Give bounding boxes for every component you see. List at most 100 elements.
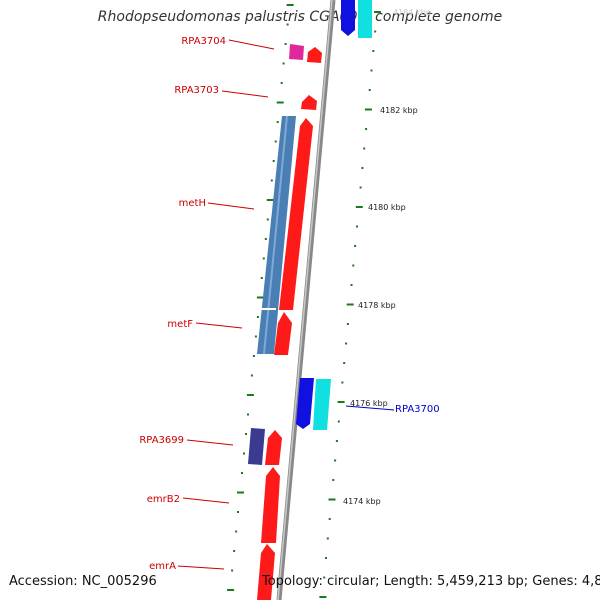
- tick-mark: [286, 23, 289, 26]
- gene-rpa3700-blue[interactable]: [296, 378, 314, 429]
- tick-mark: [328, 518, 331, 520]
- label-emrb2[interactable]: emrB2: [147, 494, 180, 505]
- tick-mark: [345, 342, 347, 345]
- leader-meth: [207, 202, 255, 210]
- outer-tick-ring: [319, 11, 381, 598]
- tick-mark: [282, 62, 285, 65]
- tick-mark: [335, 440, 338, 442]
- tick-mark: [319, 596, 327, 598]
- gene-rpa3700-cyan[interactable]: [313, 379, 331, 430]
- tick-mark: [233, 550, 236, 552]
- gene-rpa3699-purple[interactable]: [248, 428, 265, 465]
- tick-mark: [243, 452, 245, 455]
- tick-mark: [227, 589, 235, 591]
- label-meth[interactable]: metH: [179, 198, 206, 209]
- tick-mark: [284, 43, 287, 45]
- tick-mark: [246, 394, 254, 396]
- tick-mark: [350, 284, 353, 286]
- tick-mark: [325, 557, 327, 559]
- scale-label-4178: 4178 kbp: [358, 301, 396, 310]
- inner-tick-ring: [227, 4, 294, 591]
- topology-summary: Topology: circular; Length: 5,459,213 bp…: [262, 574, 600, 589]
- tick-mark: [356, 225, 358, 228]
- label-rpa3703[interactable]: RPA3703: [174, 85, 219, 96]
- leader-rpa3700: [345, 405, 395, 411]
- tick-mark: [260, 277, 263, 279]
- genome-backbone: [276, 0, 336, 600]
- tick-mark: [361, 167, 364, 169]
- gene-rpa3704-red[interactable]: [307, 47, 322, 63]
- tick-mark: [364, 108, 372, 111]
- tick-mark: [341, 381, 344, 384]
- gene-rpa3704-magenta[interactable]: [289, 44, 304, 60]
- tick-mark: [276, 101, 284, 104]
- tick-mark: [334, 459, 337, 462]
- tick-mark: [332, 479, 335, 481]
- tick-mark: [365, 128, 368, 130]
- tick-mark: [354, 245, 357, 247]
- tick-mark: [247, 413, 249, 416]
- leader-emra: [177, 565, 225, 570]
- tick-mark: [266, 199, 274, 201]
- tick-mark: [270, 179, 273, 182]
- gene-meth-red[interactable]: [279, 118, 313, 310]
- scale-label-4184: 4184 kbp: [393, 8, 431, 17]
- tick-mark: [241, 472, 243, 474]
- tick-mark: [359, 186, 362, 189]
- tick-mark: [256, 296, 264, 299]
- tick-mark: [355, 206, 363, 208]
- tick-mark: [346, 303, 354, 306]
- leader-emrb2: [182, 497, 230, 504]
- tick-mark: [272, 160, 275, 162]
- gene-rpa3699-red[interactable]: [265, 430, 282, 465]
- gene-emrb2[interactable]: [261, 467, 280, 543]
- tick-mark: [256, 316, 259, 318]
- tick-mark: [274, 140, 277, 143]
- genome-backbone-highlight: [277, 0, 333, 600]
- leader-rpa3704: [228, 39, 275, 50]
- tick-mark: [254, 335, 257, 338]
- label-metf[interactable]: metF: [167, 319, 193, 330]
- tick-mark: [245, 433, 247, 435]
- accession-text: Accession: NC_005296: [9, 574, 157, 589]
- tick-mark: [374, 30, 377, 33]
- gene-blue-top[interactable]: [341, 0, 355, 36]
- tick-mark: [323, 576, 326, 579]
- tick-mark: [250, 374, 253, 377]
- tick-mark: [237, 491, 244, 494]
- scale-label-4174: 4174 kbp: [343, 497, 381, 506]
- leader-metf: [195, 322, 243, 329]
- tick-mark: [374, 11, 381, 13]
- gene-rpa3703[interactable]: [301, 95, 317, 110]
- tick-mark: [264, 238, 267, 240]
- label-rpa3699[interactable]: RPA3699: [139, 435, 184, 446]
- tick-mark: [237, 511, 239, 513]
- label-rpa3704[interactable]: RPA3704: [181, 36, 226, 47]
- tick-mark: [343, 362, 346, 364]
- tick-mark: [328, 498, 336, 501]
- tick-mark: [235, 530, 238, 533]
- tick-mark: [252, 355, 255, 357]
- gene-emra[interactable]: [257, 544, 275, 600]
- label-emra[interactable]: emrA: [149, 561, 176, 572]
- scale-label-4182: 4182 kbp: [380, 106, 418, 115]
- map-title: Rhodopseudomonas palustris CGA009, compl…: [97, 9, 503, 25]
- tick-mark: [368, 89, 371, 91]
- leader-rpa3699: [186, 439, 234, 446]
- tick-mark: [326, 537, 329, 540]
- gene-cyan-top[interactable]: [358, 0, 372, 38]
- tick-mark: [286, 4, 294, 6]
- tick-mark: [363, 147, 366, 150]
- tick-mark: [262, 257, 265, 260]
- tick-mark: [266, 218, 269, 221]
- scale-label-4176: 4176 kbp: [350, 399, 388, 408]
- tick-mark: [231, 569, 234, 572]
- tick-mark: [346, 323, 349, 325]
- tick-mark: [372, 50, 375, 52]
- gene-metf-red[interactable]: [274, 312, 292, 355]
- label-rpa3700[interactable]: RPA3700: [395, 404, 440, 415]
- scale-label-4180: 4180 kbp: [368, 203, 406, 212]
- gene-meth-blue-shade: [263, 115, 288, 355]
- tick-mark: [337, 401, 345, 403]
